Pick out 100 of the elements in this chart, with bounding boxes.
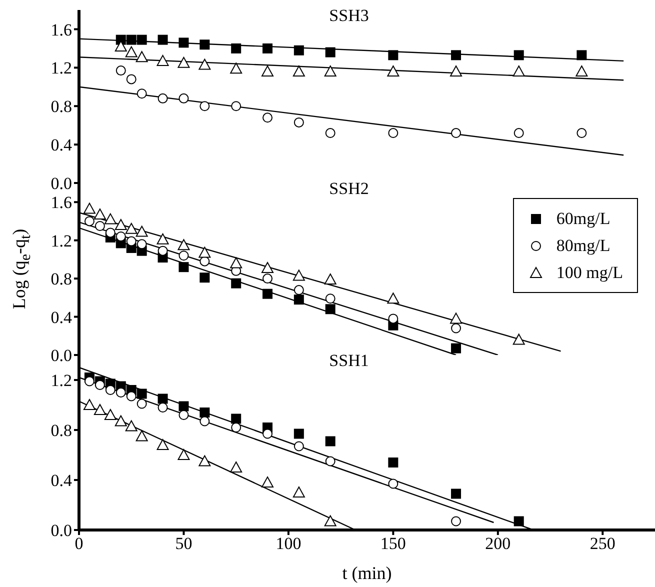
point <box>294 428 304 439</box>
x-tick-label: 100 <box>276 534 302 554</box>
point <box>136 88 147 99</box>
point <box>158 34 168 45</box>
point <box>292 270 305 281</box>
point <box>231 278 242 288</box>
y-tick-label: 1.6 <box>50 20 72 40</box>
chart-title: SSH2 <box>328 179 370 199</box>
y-tick-label: 0.8 <box>50 270 72 289</box>
point <box>126 34 136 45</box>
point <box>451 323 462 334</box>
point <box>136 34 147 45</box>
y-tick-label: 0.4 <box>50 136 72 155</box>
point <box>294 294 304 305</box>
point <box>126 236 136 246</box>
point <box>388 128 398 138</box>
y-tick-label: 1.2 <box>50 58 72 78</box>
point <box>136 398 147 409</box>
point <box>200 40 210 50</box>
point <box>84 216 94 226</box>
point <box>156 439 169 450</box>
point <box>198 455 211 466</box>
point <box>158 394 168 404</box>
x-tick-label: 0 <box>74 534 84 554</box>
point <box>94 221 105 231</box>
point <box>178 410 189 420</box>
point <box>294 441 304 452</box>
y-tick-label: 1.6 <box>50 193 72 212</box>
point <box>114 219 127 230</box>
point <box>156 233 169 244</box>
x-tick-label: 200 <box>485 534 511 554</box>
x-tick-label: 250 <box>590 534 616 554</box>
point <box>450 312 462 324</box>
point <box>230 257 242 268</box>
point <box>512 66 525 77</box>
point <box>514 50 524 60</box>
point <box>125 46 138 58</box>
point <box>325 47 336 58</box>
point <box>576 128 587 138</box>
point <box>514 128 524 138</box>
y-tick-label: 0.0 <box>50 346 72 366</box>
point <box>198 246 211 258</box>
point <box>324 66 336 77</box>
y-tick-label: 0.8 <box>50 97 72 116</box>
point <box>231 101 242 112</box>
point <box>388 314 398 324</box>
y-tick-label: 0.0 <box>50 174 72 194</box>
legend-label: 80mg/L <box>556 236 610 256</box>
point <box>325 128 336 138</box>
point <box>292 66 305 77</box>
point <box>126 391 136 402</box>
point <box>136 51 148 62</box>
point <box>325 304 336 314</box>
point <box>158 246 168 256</box>
x-axis-title: t (min) <box>341 563 393 584</box>
point <box>105 228 116 238</box>
point <box>104 213 116 224</box>
point <box>451 343 462 354</box>
point <box>576 66 588 77</box>
point <box>231 43 242 54</box>
point <box>451 50 462 60</box>
point <box>231 422 242 432</box>
point <box>294 117 304 128</box>
y-tick-label: 0.0 <box>50 521 72 540</box>
point <box>262 288 273 299</box>
x-tick-label: 50 <box>175 534 192 554</box>
point <box>178 250 189 261</box>
point <box>262 43 273 54</box>
point <box>136 226 148 237</box>
point <box>178 401 189 412</box>
point <box>200 101 210 112</box>
y-tick-label: 1.2 <box>50 231 72 250</box>
point <box>94 208 106 220</box>
point <box>231 414 242 424</box>
point <box>116 232 126 242</box>
point <box>178 239 190 250</box>
point <box>325 294 336 304</box>
point <box>387 66 400 77</box>
point <box>388 458 398 468</box>
point <box>450 66 462 77</box>
point <box>451 128 462 138</box>
point <box>178 93 189 104</box>
point <box>83 399 96 410</box>
chart-title: SSH1 <box>328 351 370 371</box>
point <box>200 272 210 283</box>
point <box>94 404 106 415</box>
point <box>158 93 168 104</box>
point <box>262 428 273 439</box>
point <box>200 416 210 426</box>
point <box>116 388 126 398</box>
point <box>116 66 126 76</box>
point <box>156 54 169 66</box>
legend-label: 100 mg/L <box>556 262 623 282</box>
point <box>324 515 336 526</box>
point <box>325 456 336 466</box>
point <box>292 486 305 498</box>
point <box>514 516 524 526</box>
point <box>198 58 211 70</box>
point <box>512 334 525 345</box>
point <box>262 476 274 488</box>
